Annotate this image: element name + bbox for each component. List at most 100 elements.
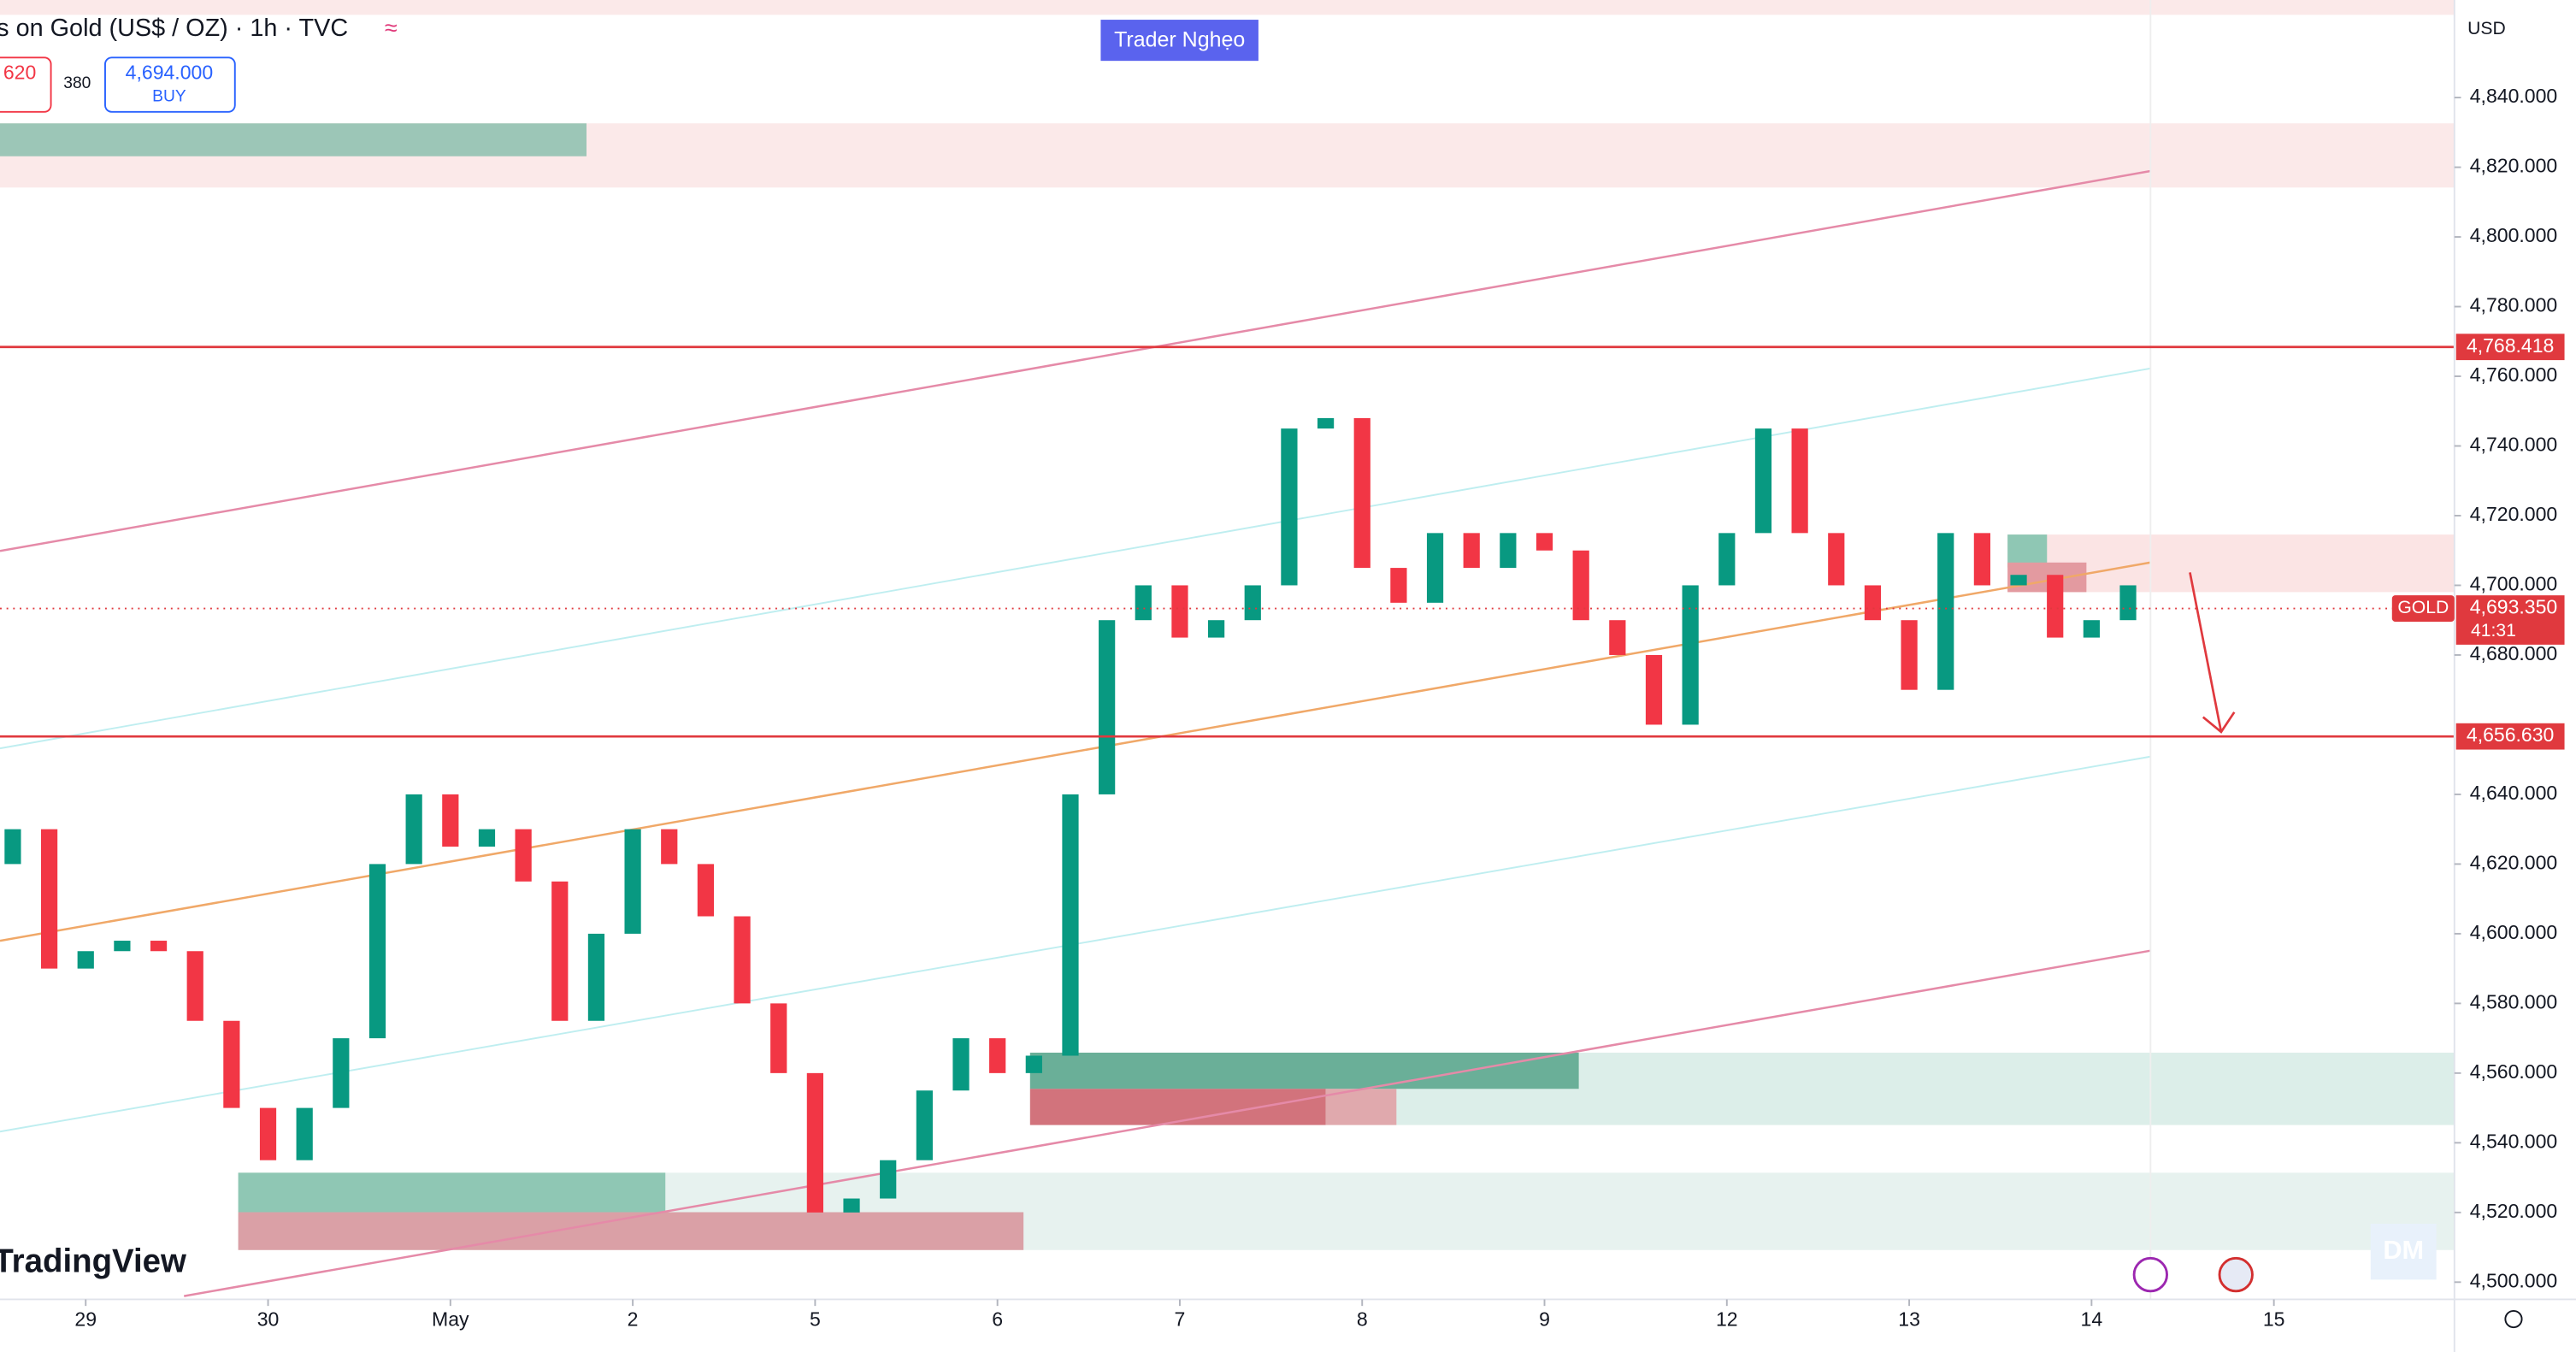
candle-body (114, 941, 131, 952)
candle-body (1062, 794, 1079, 1056)
y-tick-label: 4,840.000 (2470, 85, 2557, 107)
candle-body (1244, 585, 1261, 621)
candle-body (186, 951, 203, 1021)
candle-body (1937, 533, 1954, 690)
candle-body (2083, 620, 2100, 638)
candle-body (1207, 620, 1225, 638)
countdown: 41:31 (2471, 621, 2516, 641)
candle-body (734, 916, 751, 1004)
level-label: 4,768.418 (2467, 334, 2554, 357)
y-tick-label: 4,820.000 (2470, 155, 2557, 177)
badge-text: Trader Nghẹo (1114, 28, 1245, 52)
y-tick-label: 4,640.000 (2470, 782, 2557, 804)
candle-body (259, 1107, 277, 1160)
candle-body (880, 1160, 897, 1199)
candle-body (1572, 550, 1589, 621)
candle-body (442, 794, 459, 847)
y-tick-label: 4,540.000 (2470, 1130, 2557, 1152)
y-tick-label: 4,520.000 (2470, 1200, 2557, 1222)
sell-price: 620 (3, 62, 36, 84)
x-tick-label: 14 (2081, 1308, 2103, 1331)
candle-body (333, 1038, 350, 1108)
candle-body (624, 829, 641, 934)
y-tick-label: 4,700.000 (2470, 573, 2557, 595)
buy-price: 4,694.000 (126, 62, 213, 84)
level-tag (2455, 723, 2565, 750)
candle-body (515, 829, 532, 882)
zone (1029, 1089, 1326, 1125)
y-tick-label: 4,800.000 (2470, 224, 2557, 246)
y-tick-label: 4,560.000 (2470, 1060, 2557, 1083)
candle-body (661, 829, 678, 865)
x-tick-label: 13 (1898, 1308, 1920, 1331)
x-tick-label: 29 (74, 1308, 97, 1331)
candle-body (478, 829, 496, 847)
candle-body (4, 829, 21, 865)
plot (0, 345, 2455, 1213)
trend-line (0, 169, 2151, 552)
candle-body (1609, 620, 1626, 655)
candle-body (551, 881, 569, 1021)
price-label: 4,693.350 (2470, 596, 2557, 618)
x-tick-label: 30 (257, 1308, 280, 1331)
candle-body (1135, 585, 1152, 621)
candle-body (2119, 585, 2137, 621)
candle-body (1171, 585, 1188, 638)
candle-body (1828, 533, 1845, 586)
candle-body (587, 933, 605, 1021)
badge[interactable] (1100, 20, 1259, 62)
candle-body (1536, 533, 1553, 551)
settings-icon[interactable] (2504, 1309, 2523, 1329)
candle-body (1317, 417, 1335, 429)
arrow (2189, 572, 2223, 733)
x-tick-label: May (432, 1308, 469, 1331)
candle-body (843, 1198, 860, 1213)
candle-body (1682, 585, 1699, 725)
y-tick-label: 4,580.000 (2470, 990, 2557, 1013)
y-tick-label: 4,500.000 (2470, 1269, 2557, 1291)
candle-body (1025, 1055, 1042, 1073)
x-tick-label: 2 (628, 1308, 639, 1331)
watermark-box (2370, 1223, 2437, 1280)
watermark: DM (2383, 1235, 2424, 1265)
x-tick-label: 15 (2263, 1308, 2285, 1331)
trend-line (183, 949, 2151, 1297)
zone (1029, 1052, 1579, 1089)
zone (2007, 534, 2048, 568)
x-tick-label: 8 (1357, 1308, 1368, 1331)
candle-body (1791, 428, 1808, 534)
candle-body (1281, 428, 1298, 586)
y-tick-label: 4,780.000 (2470, 294, 2557, 316)
x-tick-label: 6 (992, 1308, 1003, 1331)
candle-body (1099, 620, 1116, 794)
y-tick-label: 4,600.000 (2470, 921, 2557, 943)
indicator-icon: ≈ (385, 15, 398, 41)
candle-body (1353, 417, 1371, 569)
candle-body (989, 1038, 1006, 1073)
candle-body (1645, 654, 1663, 725)
y-tick-label: 4,740.000 (2470, 434, 2557, 456)
trend-line (0, 561, 2151, 942)
candle-body (368, 864, 386, 1039)
symbol-label: GOLD (2397, 598, 2449, 617)
candle-body (697, 864, 715, 917)
flag-icon[interactable] (2218, 1256, 2254, 1293)
currency[interactable]: USD (2467, 19, 2506, 38)
flash-icon[interactable] (2132, 1256, 2168, 1293)
candle-body (150, 941, 168, 952)
candle-body (1718, 533, 1736, 586)
level-tag (2455, 334, 2565, 361)
candle-body (2010, 575, 2027, 586)
y-tick-label: 4,680.000 (2470, 642, 2557, 664)
buy-button[interactable] (104, 56, 236, 113)
y-tick-label: 4,760.000 (2470, 363, 2557, 386)
arrow-head (2202, 711, 2236, 734)
spread: 380 (63, 74, 91, 92)
candle-body (1864, 585, 1882, 621)
candle-body (770, 1003, 787, 1073)
candle-body (1426, 533, 1444, 603)
sell-button[interactable] (0, 56, 52, 113)
